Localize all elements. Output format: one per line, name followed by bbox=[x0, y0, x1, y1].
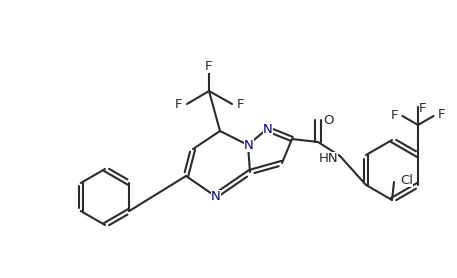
Text: F: F bbox=[391, 110, 399, 123]
Text: F: F bbox=[175, 98, 182, 110]
Text: N: N bbox=[211, 190, 221, 202]
Text: F: F bbox=[438, 108, 445, 121]
Text: F: F bbox=[419, 103, 426, 115]
Text: O: O bbox=[323, 113, 334, 126]
Text: HN: HN bbox=[319, 152, 338, 165]
Text: N: N bbox=[263, 123, 273, 135]
Text: N: N bbox=[244, 138, 254, 152]
Text: F: F bbox=[205, 59, 213, 73]
Text: F: F bbox=[237, 98, 244, 110]
Text: Cl: Cl bbox=[400, 173, 413, 187]
